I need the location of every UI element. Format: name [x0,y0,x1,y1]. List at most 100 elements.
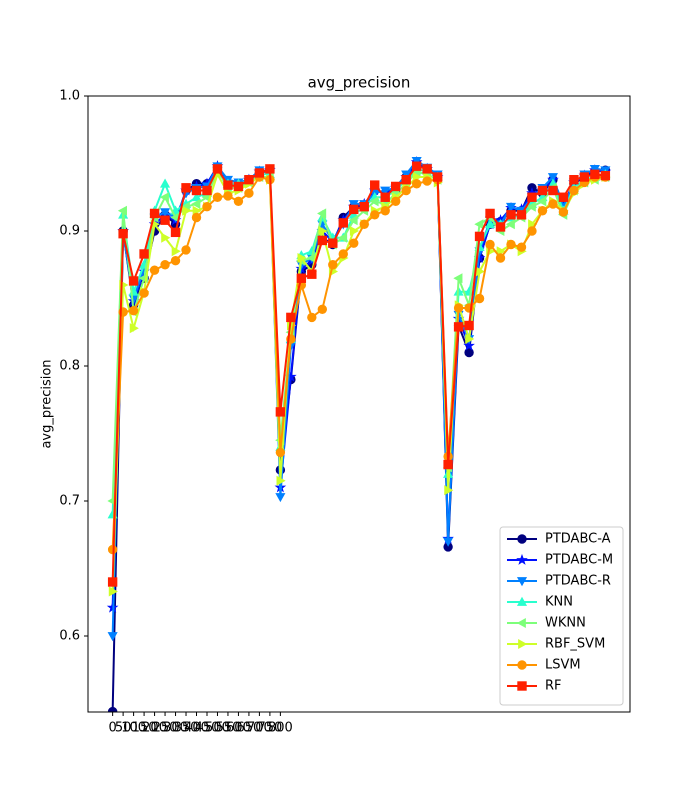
marker [160,260,170,270]
legend-label: PTDABC-R [545,574,611,589]
marker [160,215,170,225]
marker [505,202,517,212]
series [107,161,611,587]
y-tick-label: 0.6 [59,628,80,643]
marker [369,196,379,207]
x-tick-label: 550 [216,721,241,736]
marker [181,183,191,193]
marker [191,212,202,223]
legend-label: LSVM [545,658,581,673]
marker [548,199,558,209]
marker [518,638,528,650]
marker [212,192,223,202]
marker [161,232,171,243]
marker [307,269,317,279]
marker [589,165,600,175]
series [107,172,611,555]
marker [149,208,160,219]
legend-box [499,526,624,706]
marker [495,253,506,263]
marker [516,617,526,629]
marker [527,192,537,202]
marker [223,191,233,201]
x-tick-label: 650 [237,721,262,736]
x-tick-label: 600 [226,721,251,736]
marker [516,242,527,252]
marker [380,192,390,202]
marker [411,156,422,167]
marker [107,577,118,587]
x-tick-label: 700 [247,721,272,736]
marker [505,219,515,230]
marker [191,185,202,196]
marker [517,681,527,691]
marker [159,192,169,203]
marker [182,205,192,216]
legend-label: PTDABC-A [545,532,611,547]
marker [517,660,527,670]
marker [444,485,454,496]
x-tick-label: 50 [115,721,132,736]
marker [107,632,118,642]
marker [590,169,600,179]
y-tick-label: 0.7 [59,493,80,508]
marker [443,459,453,470]
marker [526,201,536,212]
y-tick-label: 1.0 [59,89,80,104]
marker [527,226,537,236]
marker [516,210,527,220]
marker [349,204,359,215]
marker [286,312,296,323]
marker [233,181,244,192]
x-tick-label: 500 [205,721,230,736]
marker [160,178,171,188]
marker [244,174,254,185]
marker [128,276,139,286]
legend-label: RF [545,679,562,694]
marker [349,238,359,248]
marker [297,252,307,264]
marker [223,180,233,190]
marker [317,235,328,246]
marker [380,206,390,216]
marker [474,293,485,304]
marker [244,188,254,198]
marker [380,186,391,196]
marker [516,577,528,587]
marker [348,215,358,226]
marker [275,447,286,458]
marker [547,173,558,183]
marker [401,174,411,185]
x-tick-label: 400 [184,721,209,736]
marker [338,218,348,228]
marker [443,537,454,547]
marker [411,161,422,171]
legend-label: WKNN [545,616,586,631]
marker [191,198,201,210]
marker [474,231,485,242]
marker [432,172,443,182]
marker [422,164,432,174]
marker [170,255,181,266]
x-tick-label: 250 [153,721,178,736]
marker [359,219,369,229]
marker [139,249,149,259]
marker [202,185,212,196]
marker [464,347,474,358]
marker [558,207,569,217]
marker [171,246,181,257]
marker [296,273,307,283]
marker [411,179,422,189]
marker [453,322,464,332]
marker [170,227,181,238]
legend: PTDABC-A PTDABC-M PTDABC-R KNN WKNN RBF_SVM LS… [499,526,624,706]
legend-label: KNN [545,595,573,610]
marker [516,553,528,565]
x-tick-label: 200 [142,721,167,736]
marker [307,312,317,323]
marker [537,196,547,207]
marker [149,265,160,275]
marker [464,320,474,331]
marker [338,232,348,243]
marker [600,170,611,181]
